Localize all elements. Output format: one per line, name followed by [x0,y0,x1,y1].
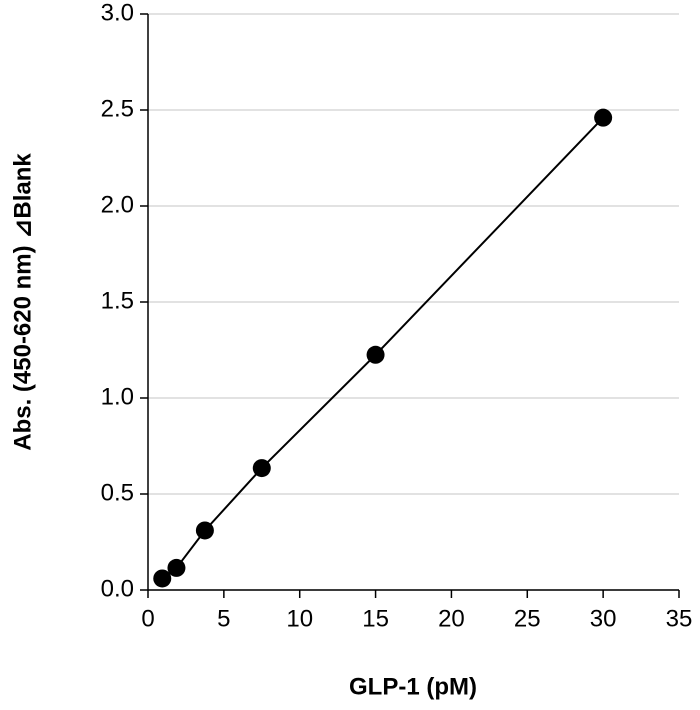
y-axis-title: Abs. (450-620 nm) ⊿Blank [9,153,36,451]
data-point [195,521,214,540]
x-axis-title: GLP-1 (pM) [349,673,477,700]
x-tick-label: 25 [514,605,541,632]
x-tick-label: 35 [666,605,693,632]
x-tick-label: 15 [362,605,389,632]
y-tick-label: 3.0 [101,0,134,26]
x-tick-label: 30 [590,605,617,632]
y-tick-label: 1.5 [101,287,134,314]
x-tick-label: 20 [438,605,465,632]
trend-line [161,116,604,580]
y-tick-label: 2.0 [101,191,134,218]
x-tick-label: 5 [217,605,230,632]
data-point [167,558,186,577]
x-tick-label: 10 [286,605,313,632]
y-tick-label: 0.5 [101,479,134,506]
data-point [252,459,271,478]
x-tick-label: 0 [141,605,154,632]
y-tick-label: 0.0 [101,575,134,602]
y-tick-label: 1.0 [101,383,134,410]
data-point [366,345,385,364]
data-point [153,569,172,588]
y-tick-label: 2.5 [101,95,134,122]
data-point [594,108,613,127]
